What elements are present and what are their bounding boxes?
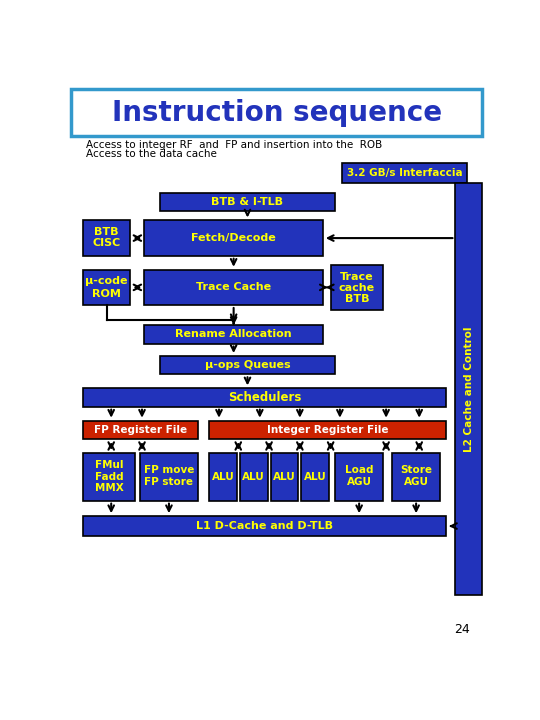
Text: AGU: AGU: [347, 477, 372, 487]
Text: FP store: FP store: [145, 477, 193, 487]
Text: CISC: CISC: [92, 238, 121, 248]
Text: Fetch/Decode: Fetch/Decode: [191, 233, 276, 243]
Text: ALU: ALU: [242, 472, 265, 482]
Text: MMX: MMX: [94, 483, 123, 493]
Text: FP Register File: FP Register File: [94, 425, 187, 435]
Text: FMul: FMul: [94, 460, 123, 470]
Bar: [271, 453, 298, 500]
Text: Access to integer RF  and  FP and insertion into the  ROB: Access to integer RF and FP and insertio…: [86, 140, 382, 150]
Bar: [392, 453, 440, 500]
Bar: [83, 220, 131, 256]
Bar: [83, 453, 135, 500]
Text: Instruction sequence: Instruction sequence: [112, 99, 442, 127]
Text: BTB & I-TLB: BTB & I-TLB: [212, 197, 284, 207]
Text: μ-code: μ-code: [85, 276, 128, 287]
Text: 24: 24: [454, 623, 469, 636]
Text: L2 Cache and Control: L2 Cache and Control: [464, 326, 474, 451]
Text: BTB: BTB: [345, 294, 369, 304]
Bar: [330, 265, 383, 310]
Text: Access to the data cache: Access to the data cache: [86, 149, 217, 159]
Bar: [160, 193, 335, 211]
Bar: [335, 453, 383, 500]
Text: Store: Store: [400, 465, 432, 475]
Bar: [71, 89, 482, 137]
Bar: [83, 516, 446, 536]
Text: Rename Allocation: Rename Allocation: [176, 329, 292, 339]
Text: BTB: BTB: [94, 227, 119, 237]
Bar: [83, 420, 198, 439]
Text: cache: cache: [339, 283, 375, 293]
Bar: [144, 325, 323, 343]
Text: FP move: FP move: [144, 465, 194, 475]
Bar: [301, 453, 329, 500]
Text: ROM: ROM: [92, 289, 121, 299]
Text: Trace Cache: Trace Cache: [196, 282, 271, 292]
Bar: [83, 270, 131, 305]
Text: AGU: AGU: [403, 477, 429, 487]
Bar: [240, 453, 267, 500]
Bar: [140, 453, 198, 500]
Bar: [160, 356, 335, 374]
Text: ALU: ALU: [212, 472, 234, 482]
Text: Fadd: Fadd: [94, 472, 123, 482]
Bar: [144, 270, 323, 305]
Text: 3.2 GB/s Interfaccia: 3.2 GB/s Interfaccia: [347, 168, 462, 179]
Bar: [455, 184, 482, 595]
Bar: [209, 420, 446, 439]
Text: Schedulers: Schedulers: [228, 391, 301, 404]
Bar: [209, 453, 237, 500]
Text: ALU: ALU: [273, 472, 296, 482]
Bar: [83, 388, 446, 407]
Text: μ-ops Queues: μ-ops Queues: [205, 360, 291, 370]
Bar: [342, 163, 467, 184]
Text: Load: Load: [345, 465, 373, 475]
Text: L1 D-Cache and D-TLB: L1 D-Cache and D-TLB: [196, 521, 333, 531]
Text: ALU: ALU: [304, 472, 327, 482]
Text: Integer Register File: Integer Register File: [267, 425, 388, 435]
Bar: [144, 220, 323, 256]
Text: Trace: Trace: [340, 272, 374, 282]
